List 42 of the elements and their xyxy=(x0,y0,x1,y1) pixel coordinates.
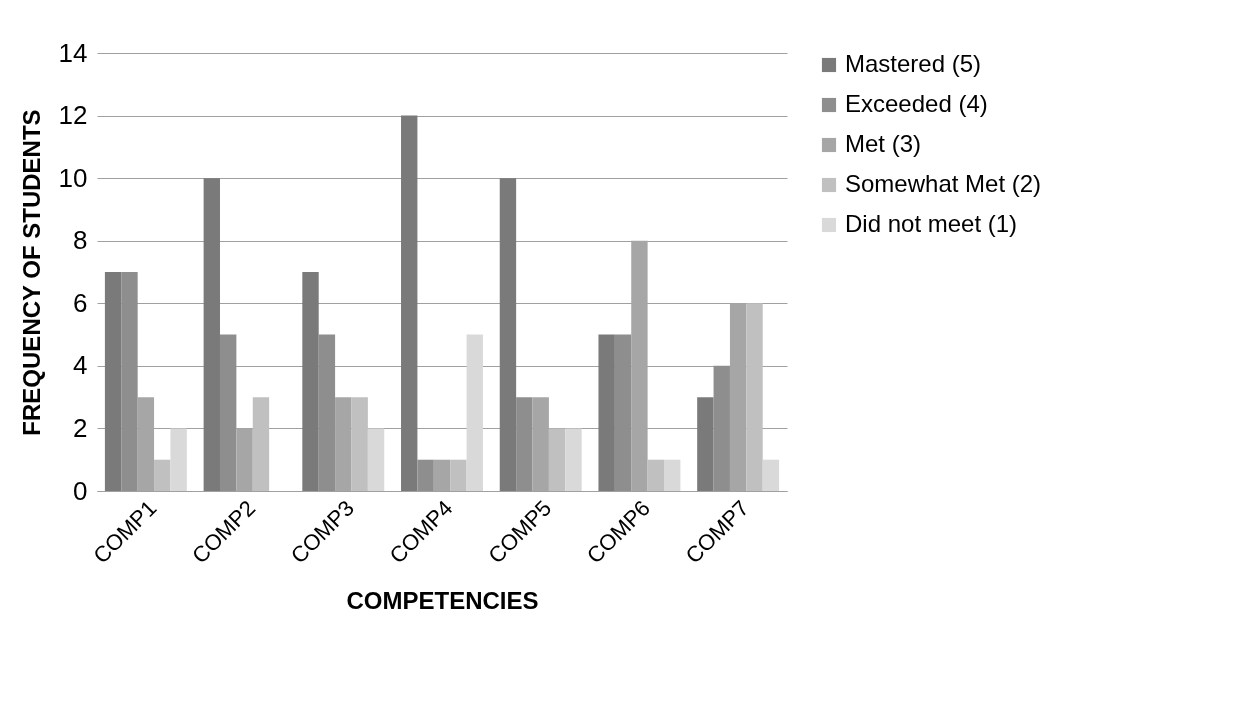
bar xyxy=(367,428,385,491)
bar xyxy=(516,397,533,491)
bar xyxy=(647,459,664,491)
bar xyxy=(713,365,730,491)
bar xyxy=(614,334,632,491)
bar xyxy=(104,272,122,491)
y-tick-label: 0 xyxy=(73,475,88,506)
bar xyxy=(302,272,319,491)
bar xyxy=(252,397,270,491)
bar xyxy=(664,459,681,491)
bar xyxy=(746,303,763,491)
bar xyxy=(351,397,368,491)
bar xyxy=(121,272,138,491)
bar xyxy=(697,397,714,491)
y-tick-label: 14 xyxy=(58,37,88,68)
y-tick-label: 6 xyxy=(73,287,88,318)
y-tick-label: 8 xyxy=(73,225,88,256)
bar xyxy=(401,115,418,491)
bar xyxy=(318,334,336,491)
bar xyxy=(203,178,220,491)
bar xyxy=(466,334,483,491)
bar xyxy=(548,428,566,491)
y-tick-label: 4 xyxy=(73,350,88,381)
legend-label: Mastered (5) xyxy=(845,50,982,77)
bar xyxy=(762,459,780,491)
legend-label: Met (3) xyxy=(845,130,922,157)
y-tick-label: 2 xyxy=(73,412,88,443)
bar xyxy=(598,334,615,491)
y-axis-title: FREQUENCY OF STUDENTS xyxy=(17,109,45,436)
bar xyxy=(450,459,467,491)
bar xyxy=(170,428,187,491)
bar xyxy=(499,178,517,491)
bar xyxy=(565,428,582,491)
legend-label: Did not meet (1) xyxy=(845,210,1018,237)
x-axis-title: COMPETENCIES xyxy=(346,586,539,614)
legend-label: Somewhat Met (2) xyxy=(845,170,1042,197)
bar xyxy=(220,334,237,491)
y-tick-label: 10 xyxy=(58,162,88,193)
legend-label: Exceeded (4) xyxy=(845,90,988,117)
bar xyxy=(154,459,171,491)
y-tick-label: 12 xyxy=(58,100,88,131)
bar xyxy=(417,459,434,491)
